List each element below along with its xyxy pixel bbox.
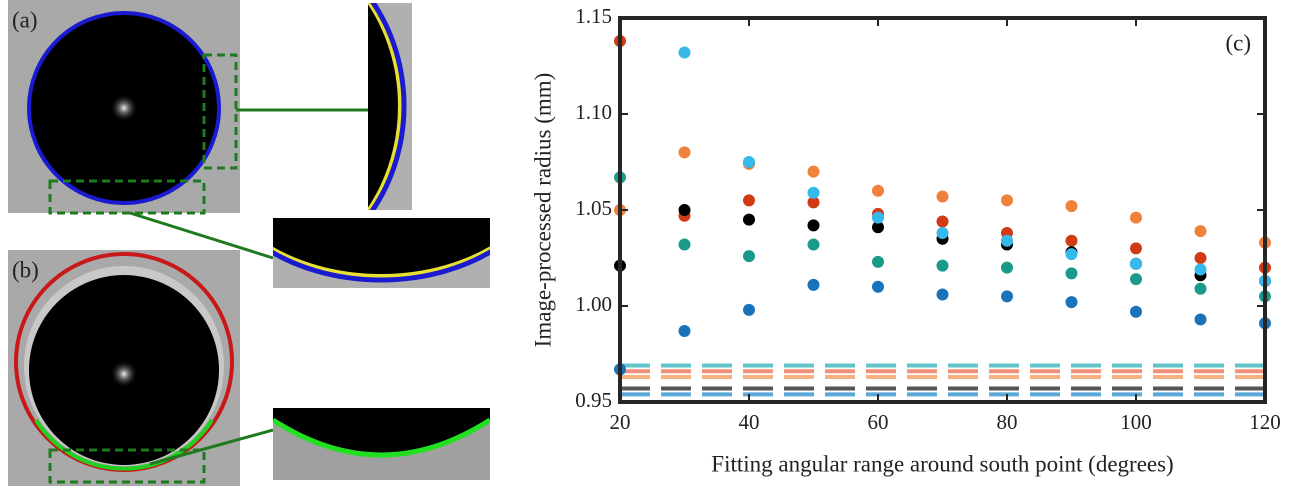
data-point [743,303,755,316]
data-point [1130,257,1142,270]
data-point [1194,313,1207,326]
data-point [1001,194,1013,207]
data-point [1130,305,1142,318]
data-point [743,213,755,226]
data-point [1065,296,1078,309]
data-point [1065,248,1078,261]
data-point [1130,242,1142,255]
plot-frame [618,16,1267,404]
data-point [743,194,755,207]
data-point [1065,234,1078,247]
connector [149,428,274,466]
data-point [872,221,884,234]
panel-label: (b) [12,257,39,282]
data-point [678,146,691,159]
data-point [936,259,949,272]
image-b [8,250,240,486]
data-point [807,238,820,251]
data-point [1130,273,1142,286]
data-point [936,288,949,301]
y-tick-label: 0.95 [575,388,612,412]
x-tick-label: 40 [739,410,760,434]
data-point [807,196,820,209]
connector [129,211,274,260]
data-point [807,278,820,291]
data-point [678,238,691,251]
zoom-box [202,53,238,170]
data-point [807,165,820,178]
data-point [936,215,949,228]
data-point [1194,282,1207,295]
data-point [936,190,949,203]
data-point [678,204,691,216]
panel-label: (a) [12,7,38,32]
data-point [1001,234,1013,247]
data-point [936,227,949,240]
inset-horizontal [273,408,490,480]
data-point [678,324,691,337]
x-tick-label: 80 [997,410,1018,434]
y-tick-label: 1.05 [575,196,612,220]
data-point [872,211,884,224]
y-tick-label: 1.00 [575,292,612,316]
x-axis-label: Fitting angular range around south point… [711,451,1173,476]
data-point [678,46,691,59]
inset-horizontal [273,218,490,288]
data-point [807,186,820,199]
data-point [1001,261,1013,274]
x-tick-label: 60 [868,410,889,434]
x-tick-label: 20 [610,410,631,434]
panel-label: (c) [1225,30,1251,55]
y-tick-label: 1.10 [575,100,612,124]
data-point [1194,225,1207,238]
x-tick-label: 100 [1120,410,1152,434]
data-point [1194,252,1207,264]
data-point [1001,290,1013,303]
inset-vertical [368,3,412,210]
data-point [872,184,884,197]
data-point [743,250,755,263]
zoom-box [48,179,206,215]
data-point [872,280,884,293]
data-point [807,219,820,232]
y-tick-label: 1.15 [575,4,612,28]
image-a [8,0,240,213]
x-tick-label: 120 [1249,410,1281,434]
chart: 20 40 60 80 100 120 0.95 1.00 1.05 1.10 1.15 Fittin… [530,4,1280,476]
data-point [1130,211,1142,224]
y-axis-label: Image-processed radius (mm) [530,73,555,348]
data-point [1065,267,1078,280]
data-point [1065,200,1078,213]
data-point [872,255,884,268]
data-point [1194,263,1207,276]
zoom-box [48,448,206,484]
data-point [743,156,755,168]
